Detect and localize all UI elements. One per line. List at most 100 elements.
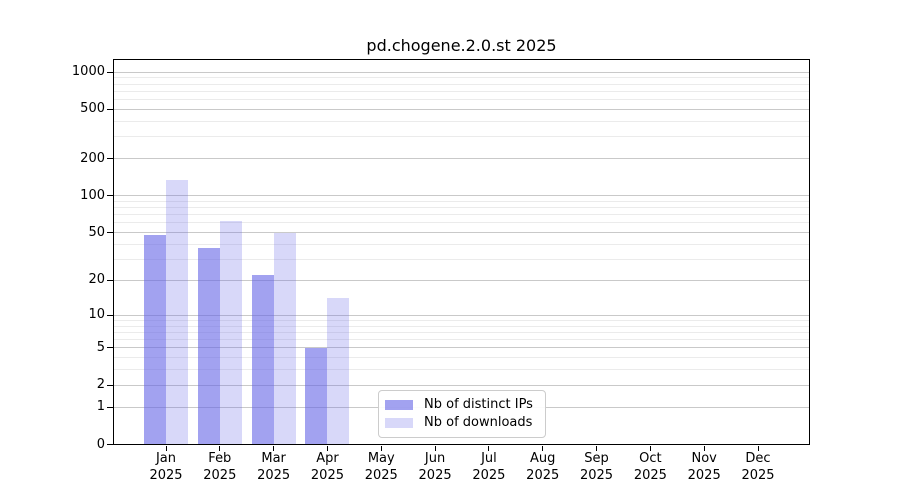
y-tick-mark-20 [107,279,113,281]
y-tick-label-5: 5 [96,339,105,355]
y-gridline-minor-70 [113,214,810,216]
y-gridline-major-500 [113,108,810,110]
y-gridline-minor-300 [113,136,810,138]
x-tick-label-line: 2025 [257,467,291,483]
y-gridline-minor-40 [113,243,810,245]
y-tick-mark-100 [107,195,113,197]
y-gridline-minor-700 [113,90,810,92]
x-tick-label-sep-2025: Sep 2025 [562,451,632,484]
x-tick-label-line: Jan [155,451,177,466]
x-tick-mark-mar-2025 [273,445,275,451]
x-tick-label-nov-2025: Nov 2025 [669,451,739,484]
x-tick-label-line: Oct [639,451,662,466]
y-gridline-minor-3 [113,369,810,371]
y-gridline-major-100 [113,195,810,197]
y-tick-mark-1 [107,406,113,408]
bar-nb-of-downloads-feb-2025 [219,221,242,445]
plot-area-border [113,58,810,445]
y-gridline-minor-8 [113,325,810,327]
x-tick-label-line: Nov [691,451,717,466]
x-tick-mark-aug-2025 [542,445,544,451]
x-tick-label-line: Feb [208,451,232,466]
bar-nb-of-distinct-ips-feb-2025 [197,248,220,445]
y-gridline-major-1000 [113,71,810,73]
legend-label-downloads: Nb of downloads [424,415,533,430]
x-tick-label-line: 2025 [310,467,344,483]
y-tick-label-20: 20 [88,272,105,288]
x-tick-label-may-2025: May 2025 [346,451,416,484]
x-tick-label-jul-2025: Jul 2025 [454,451,524,484]
y-gridline-minor-7 [113,331,810,333]
x-tick-mark-jul-2025 [488,445,490,451]
x-tick-label-line: Sep [584,451,609,466]
x-tick-label-line: 2025 [633,467,667,483]
y-gridline-major-2 [113,384,810,386]
y-gridline-major-50 [113,232,810,233]
y-gridline-minor-80 [113,207,810,209]
x-tick-label-jun-2025: Jun 2025 [400,451,470,484]
x-tick-mark-dec-2025 [757,445,759,451]
legend-item-downloads: Nb of downloads [385,415,537,431]
y-tick-label-2: 2 [96,377,105,393]
x-tick-mark-feb-2025 [219,445,221,451]
x-tick-mark-apr-2025 [326,445,328,451]
y-gridline-minor-60 [113,222,810,224]
x-tick-label-apr-2025: Apr 2025 [292,451,362,484]
y-tick-mark-0 [107,444,113,445]
y-tick-label-500: 500 [80,101,105,117]
y-gridline-minor-6 [113,339,810,341]
x-tick-label-mar-2025: Mar 2025 [239,451,309,484]
x-tick-label-line: 2025 [418,467,452,483]
y-gridline-minor-4 [113,357,810,359]
legend: Nb of distinct IPs Nb of downloads [378,390,546,438]
x-tick-label-line: 2025 [203,467,237,483]
x-tick-mark-may-2025 [380,445,382,451]
legend-item-distinct-ips: Nb of distinct IPs [385,397,537,413]
bar-nb-of-distinct-ips-jan-2025 [144,234,166,445]
x-tick-label-line: 2025 [149,467,183,483]
y-tick-label-1: 1 [96,399,105,415]
x-tick-mark-oct-2025 [649,445,651,451]
x-tick-label-line: 2025 [741,467,775,483]
y-gridline-minor-30 [113,258,810,260]
bar-nb-of-distinct-ips-mar-2025 [251,275,274,445]
y-tick-mark-1000 [107,71,113,73]
x-tick-label-line: Apr [316,451,339,466]
y-tick-label-200: 200 [80,150,105,166]
legend-swatch-distinct-ips [385,399,413,411]
x-tick-label-aug-2025: Aug 2025 [508,451,578,484]
x-tick-label-line: 2025 [472,467,506,483]
x-tick-label-line: 2025 [687,467,721,483]
y-gridline-minor-90 [113,200,810,202]
legend-swatch-downloads [385,417,413,429]
y-tick-label-1000: 1000 [71,64,105,79]
x-tick-label-jan-2025: Jan 2025 [131,451,201,484]
y-tick-mark-5 [107,347,113,349]
x-tick-label-line: Jul [481,451,497,466]
x-tick-label-line: Aug [530,451,556,466]
y-gridline-minor-400 [113,120,810,122]
y-gridline-minor-900 [113,77,810,79]
x-tick-label-dec-2025: Dec 2025 [723,451,793,484]
y-tick-mark-200 [107,158,113,160]
y-gridline-major-200 [113,158,810,160]
x-tick-label-line: May [367,451,395,466]
y-tick-mark-10 [107,314,113,316]
bar-nb-of-downloads-apr-2025 [327,298,350,445]
x-tick-label-line: 2025 [579,467,614,483]
y-tick-mark-500 [107,108,113,110]
x-tick-label-line: Mar [261,451,286,466]
x-tick-label-line: Jun [424,451,446,466]
y-gridline-minor-600 [113,99,810,100]
bar-nb-of-downloads-mar-2025 [273,232,296,445]
y-tick-label-0: 0 [96,436,105,452]
x-tick-mark-nov-2025 [703,445,705,451]
legend-label-distinct-ips: Nb of distinct IPs [424,397,533,412]
y-tick-mark-2 [107,384,113,386]
y-tick-label-100: 100 [80,187,105,203]
x-tick-label-oct-2025: Oct 2025 [615,451,685,484]
y-gridline-minor-9 [113,319,810,321]
x-tick-mark-sep-2025 [596,445,598,451]
y-tick-label-10: 10 [88,307,105,323]
